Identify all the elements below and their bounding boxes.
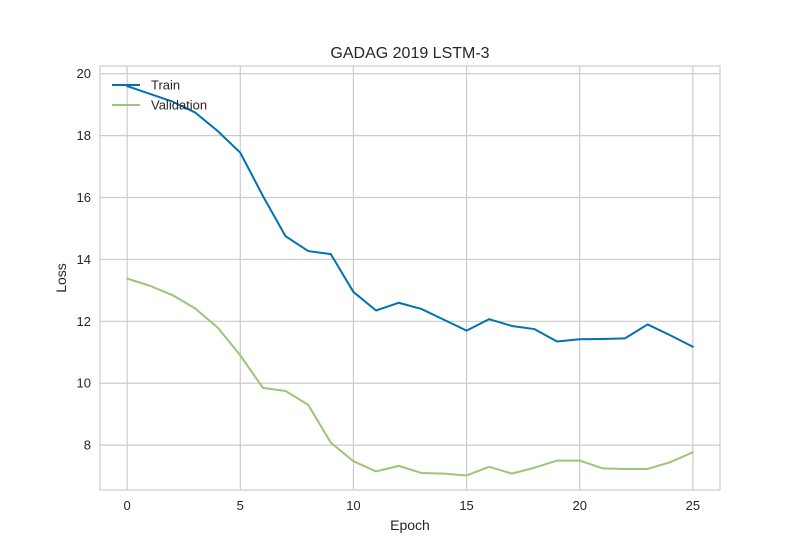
x-tick-label-5: 5: [237, 498, 244, 513]
y-tick-label-10: 10: [77, 376, 91, 391]
x-tick-label-20: 20: [572, 498, 586, 513]
x-axis-label: Epoch: [390, 517, 430, 533]
legend: Train Validation: [112, 78, 207, 113]
grid: [100, 66, 720, 490]
y-tick-label-18: 18: [77, 128, 91, 143]
series-lines: [126, 85, 694, 477]
x-tick-label-10: 10: [346, 498, 360, 513]
series-line-train: [126, 85, 694, 348]
x-tick-label-15: 15: [459, 498, 473, 513]
y-axis-label: Loss: [53, 263, 69, 293]
x-tick-label-25: 25: [686, 498, 700, 513]
y-tick-label-8: 8: [84, 438, 91, 453]
plot-frame: [99, 65, 721, 491]
legend-label-validation: Validation: [151, 98, 207, 113]
y-tick-label-12: 12: [77, 314, 91, 329]
chart-title: GADAG 2019 LSTM-3: [330, 45, 489, 62]
x-tick-label-0: 0: [124, 498, 131, 513]
y-tick-label-14: 14: [77, 252, 91, 267]
series-line-validation: [126, 277, 694, 477]
legend-label-train: Train: [151, 78, 180, 93]
y-tick-label-16: 16: [77, 190, 91, 205]
tick-labels: 0 5 10 15 20 25 8 10 12 14 16 18 20: [77, 66, 701, 513]
y-tick-label-20: 20: [77, 66, 91, 81]
